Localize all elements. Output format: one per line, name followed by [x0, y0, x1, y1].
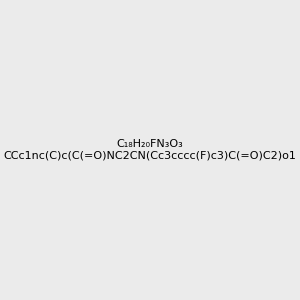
Text: C₁₈H₂₀FN₃O₃
CCc1nc(C)c(C(=O)NC2CN(Cc3cccc(F)c3)C(=O)C2)o1: C₁₈H₂₀FN₃O₃ CCc1nc(C)c(C(=O)NC2CN(Cc3ccc…: [4, 139, 296, 161]
